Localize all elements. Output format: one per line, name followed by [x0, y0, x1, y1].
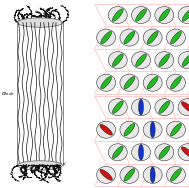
Ellipse shape — [170, 77, 181, 89]
Ellipse shape — [97, 29, 116, 46]
Ellipse shape — [167, 166, 185, 183]
Ellipse shape — [101, 77, 112, 89]
Ellipse shape — [155, 52, 174, 69]
Ellipse shape — [120, 74, 139, 91]
Ellipse shape — [132, 52, 150, 69]
Ellipse shape — [182, 54, 189, 66]
Ellipse shape — [124, 169, 135, 181]
Ellipse shape — [170, 31, 181, 44]
Ellipse shape — [112, 101, 123, 113]
Ellipse shape — [167, 121, 185, 138]
Ellipse shape — [132, 7, 150, 24]
Ellipse shape — [139, 99, 143, 115]
Ellipse shape — [143, 166, 162, 183]
Ellipse shape — [17, 161, 63, 170]
Ellipse shape — [155, 144, 174, 161]
Ellipse shape — [178, 52, 189, 69]
Ellipse shape — [108, 52, 127, 69]
Ellipse shape — [181, 102, 189, 113]
Ellipse shape — [147, 31, 158, 44]
Ellipse shape — [97, 74, 116, 91]
Ellipse shape — [147, 77, 158, 89]
Ellipse shape — [167, 74, 185, 91]
Ellipse shape — [136, 54, 146, 66]
Ellipse shape — [132, 99, 150, 116]
Ellipse shape — [159, 9, 170, 21]
Ellipse shape — [108, 144, 127, 161]
Ellipse shape — [150, 167, 155, 183]
Ellipse shape — [170, 124, 181, 136]
Ellipse shape — [159, 101, 170, 113]
Ellipse shape — [159, 146, 170, 158]
Ellipse shape — [170, 169, 181, 181]
Ellipse shape — [108, 7, 127, 24]
Ellipse shape — [101, 31, 112, 44]
Ellipse shape — [143, 29, 162, 46]
Ellipse shape — [100, 169, 112, 180]
Ellipse shape — [108, 99, 127, 116]
Ellipse shape — [112, 54, 123, 66]
Ellipse shape — [124, 31, 135, 44]
Ellipse shape — [167, 29, 185, 46]
Ellipse shape — [124, 124, 135, 136]
Text: $\sigma_{side}$: $\sigma_{side}$ — [2, 90, 15, 98]
Ellipse shape — [143, 74, 162, 91]
Ellipse shape — [136, 9, 146, 21]
Ellipse shape — [112, 9, 123, 21]
Ellipse shape — [178, 144, 189, 161]
Ellipse shape — [100, 124, 112, 135]
Ellipse shape — [139, 144, 143, 160]
Ellipse shape — [97, 121, 116, 138]
Ellipse shape — [178, 7, 189, 24]
Text: $\sigma_{end}$: $\sigma_{end}$ — [54, 160, 67, 168]
Ellipse shape — [112, 146, 123, 158]
Ellipse shape — [17, 18, 63, 27]
Ellipse shape — [178, 99, 189, 116]
Ellipse shape — [155, 99, 174, 116]
Ellipse shape — [155, 7, 174, 24]
Ellipse shape — [97, 166, 116, 183]
Ellipse shape — [120, 166, 139, 183]
Ellipse shape — [132, 144, 150, 161]
Ellipse shape — [150, 122, 155, 138]
Ellipse shape — [143, 121, 162, 138]
Ellipse shape — [182, 9, 189, 21]
Ellipse shape — [181, 147, 189, 158]
Ellipse shape — [124, 77, 135, 89]
Ellipse shape — [120, 121, 139, 138]
Ellipse shape — [120, 29, 139, 46]
Ellipse shape — [159, 54, 170, 66]
